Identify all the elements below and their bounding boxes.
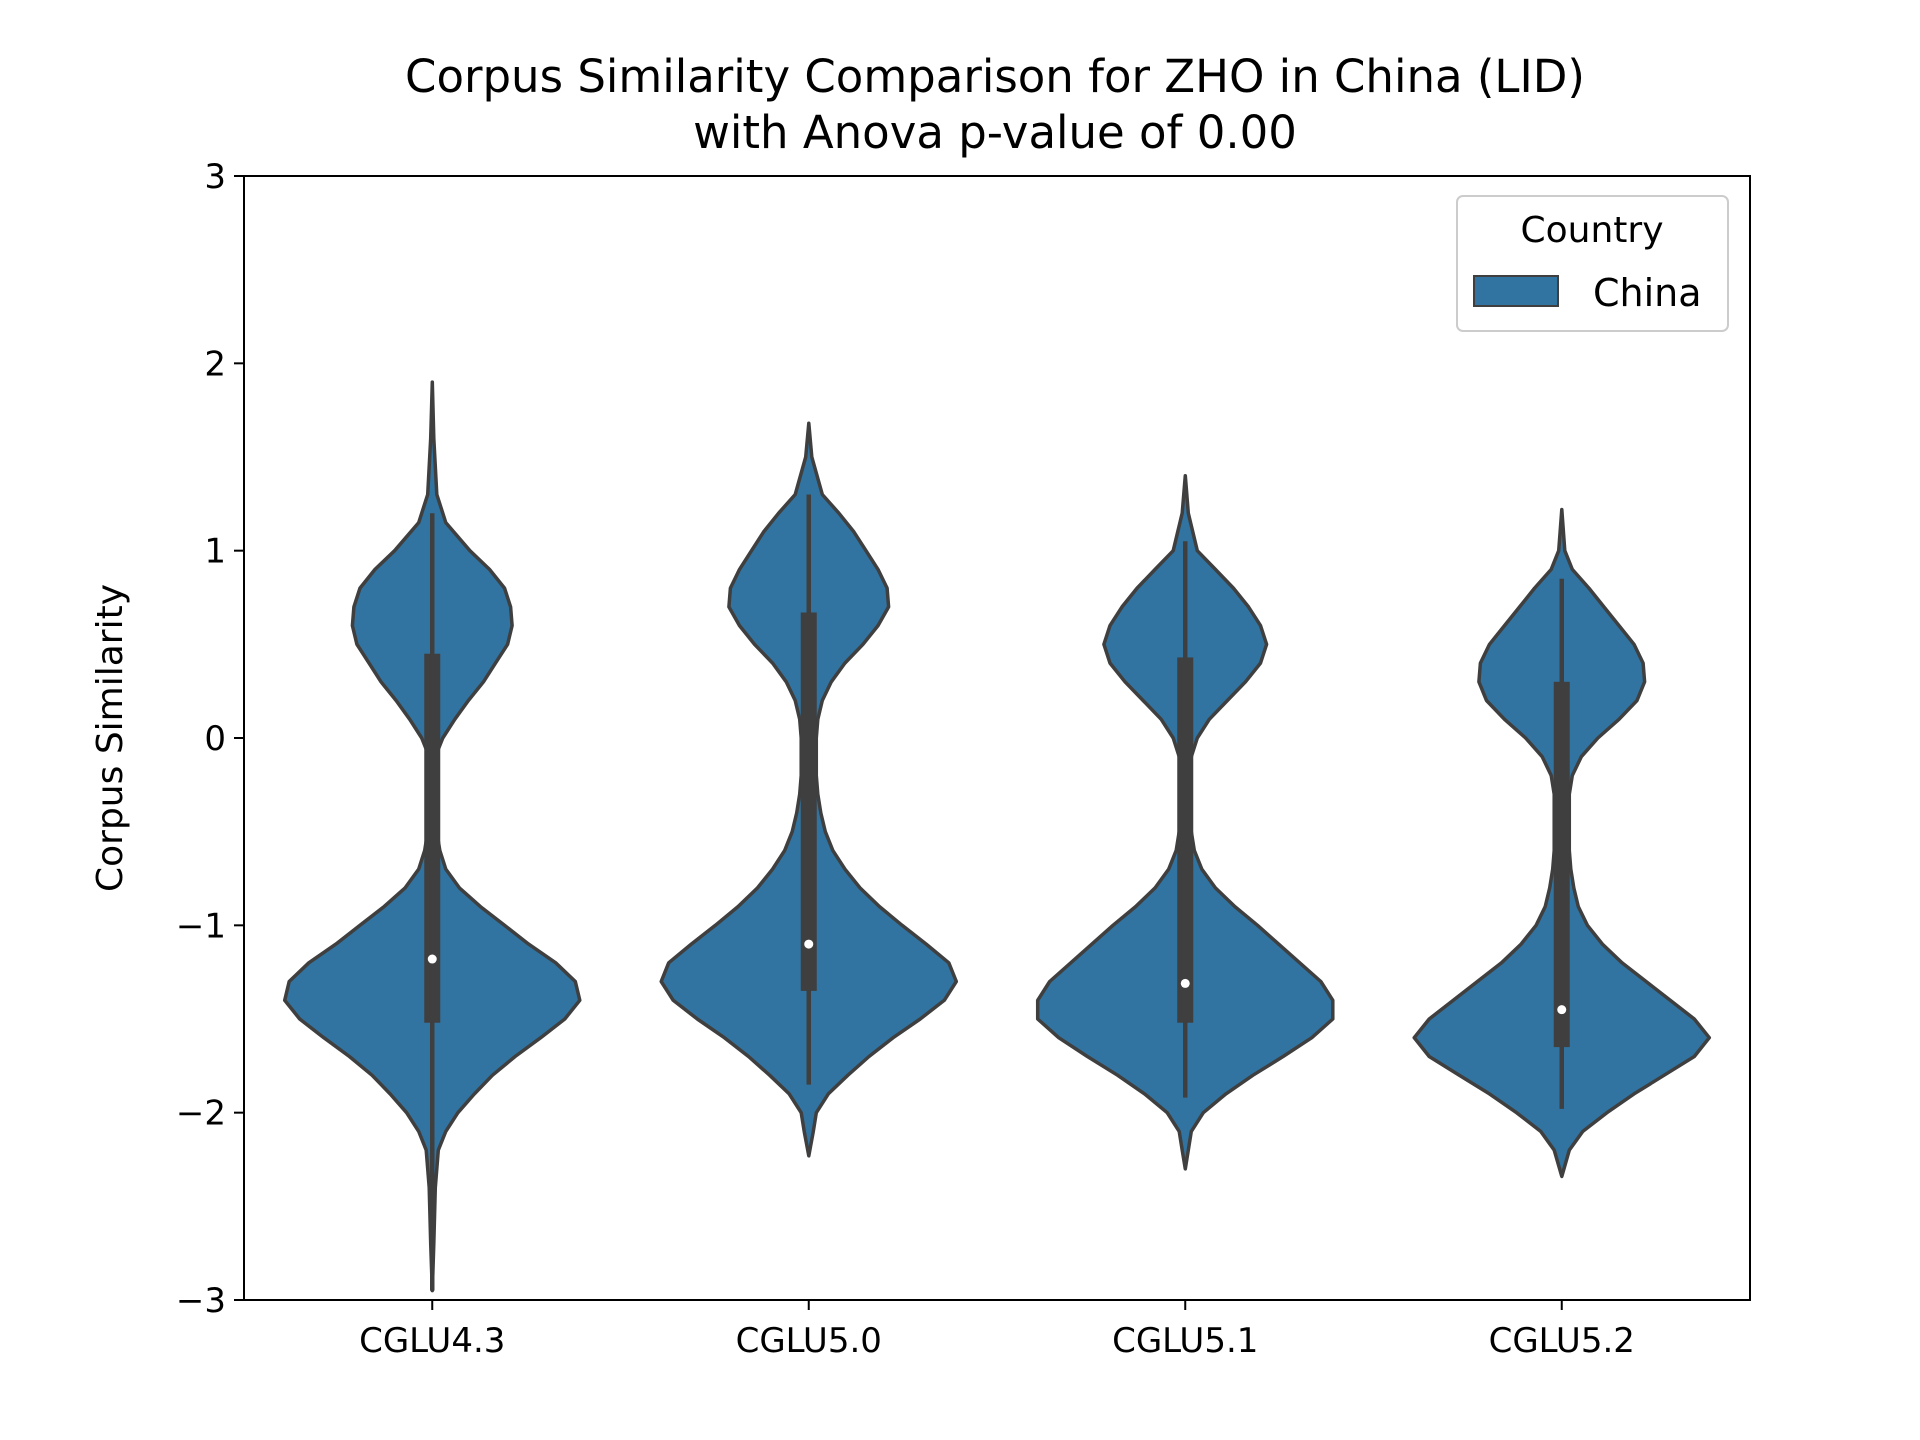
x-tick-label: CGLU5.1 — [1112, 1321, 1258, 1361]
violin-iqr-box — [1177, 657, 1194, 1023]
legend-label-china: China — [1593, 271, 1702, 315]
legend: Country China — [1456, 195, 1729, 332]
y-tick-label: 1 — [204, 532, 226, 572]
x-tick-label: CGLU5.2 — [1489, 1321, 1635, 1361]
y-tick-label: −3 — [176, 1281, 226, 1321]
y-tick-label: −2 — [176, 1094, 226, 1134]
violin-median-point — [804, 939, 814, 949]
violin-median-point — [427, 954, 437, 964]
plot-frame — [243, 175, 1751, 1301]
violin-median-point — [1180, 978, 1190, 988]
violin-CGLU4.3 — [282, 380, 582, 1293]
y-axis-ticks: 3 2 1 0 −1 −2 −3 — [176, 157, 244, 1321]
x-axis-ticks: CGLU4.3 CGLU5.0 CGLU5.1 CGLU5.2 — [359, 1300, 1635, 1361]
violin-CGLU5.0 — [659, 421, 959, 1158]
violin-CGLU5.2 — [1412, 507, 1712, 1179]
violin-iqr-box — [800, 612, 817, 991]
chart-title-line-1: Corpus Similarity Comparison for ZHO in … — [405, 50, 1585, 103]
x-tick-label: CGLU5.0 — [736, 1321, 882, 1361]
violins-layer — [282, 380, 1712, 1293]
violin-CGLU5.1 — [1035, 473, 1335, 1171]
violin-iqr-box — [1553, 681, 1570, 1048]
legend-title: Country — [1520, 210, 1663, 251]
y-tick-label: 0 — [204, 719, 226, 759]
y-axis-label: Corpus Similarity — [90, 584, 131, 892]
violin-iqr-box — [424, 653, 441, 1023]
chart-title-line-2: with Anova p-value of 0.00 — [693, 106, 1297, 159]
y-tick-label: −1 — [176, 906, 226, 946]
y-tick-label: 3 — [204, 157, 226, 197]
y-tick-label: 2 — [204, 344, 226, 384]
violin-median-point — [1557, 1005, 1567, 1015]
legend-swatch-china — [1473, 275, 1559, 307]
x-tick-label: CGLU4.3 — [359, 1321, 505, 1361]
